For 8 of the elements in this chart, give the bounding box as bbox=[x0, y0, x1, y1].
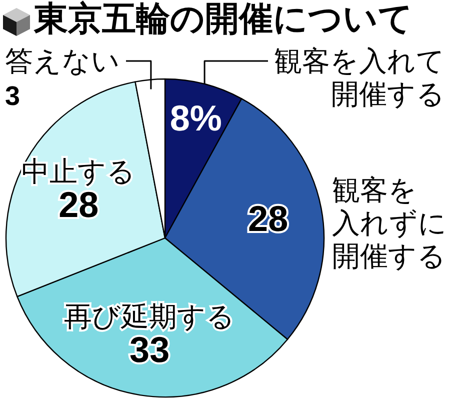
slice-label: 中止する bbox=[22, 156, 136, 188]
data-label: 8% bbox=[170, 97, 222, 138]
slice-label: 観客を入れて開催する bbox=[274, 46, 445, 110]
chart-title: 東京五輪の開催について bbox=[33, 0, 413, 38]
data-label: 28 bbox=[248, 198, 288, 239]
slice-label: 答えない bbox=[5, 46, 120, 76]
slice-label: 観客を入れずに開催する bbox=[332, 174, 447, 272]
data-label: 3 bbox=[5, 81, 20, 111]
